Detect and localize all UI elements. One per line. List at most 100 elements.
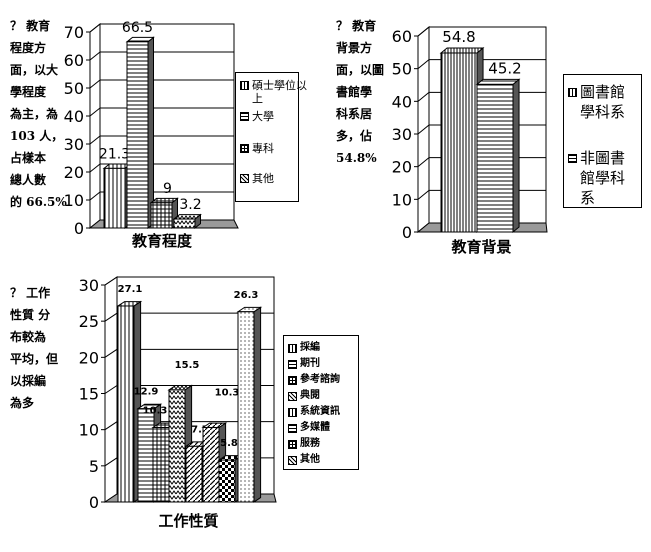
bar-front [237,311,255,503]
legend-item: 系統資訊 [288,406,382,418]
data-label: 27.1 [118,284,143,295]
x-axis-label: 教育背景 [450,238,511,256]
note-line: 的 66.5% [10,195,67,209]
note-education-level: ？ 教育 程度方 面，以大 學程度 為主，為 103 人， 占樣本 總人數 的 … [10,15,67,213]
bar-2: 45.2 [475,59,522,234]
bar-top [439,47,485,54]
legend-label: 參考諮詢 [300,374,340,385]
note-line: 占樣本 [10,151,47,165]
data-label: 9 [163,181,172,197]
gridline-side [104,385,118,394]
y-tick-label: 50 [392,60,412,79]
y-tick-label: 50 [64,79,84,98]
data-label: 12.9 [134,387,159,398]
note-education-background: ？ 教育 背景方 面，以圖 書館學 科系居 多，佔 54.8% [336,15,384,169]
data-label: 10.3 [143,405,168,416]
bar-front [152,426,170,503]
data-label: 7.7 [191,424,209,435]
note-line: 程度方 [10,41,47,55]
data-label: 66.5 [122,20,153,36]
note-line: 以採編 [10,374,47,388]
legend-label: 碩士學位以上 [252,79,307,105]
gridline-side [89,51,101,61]
gridline-side [89,79,101,89]
bar-front [440,52,478,233]
note-line: 性質 分 [10,308,51,322]
bar-front [168,389,186,503]
note-work-nature: ？ 工作 性質 分 布較為 平均，但 以採編 為多 [10,282,58,414]
legend-item: 圖書館學科系 [568,82,627,122]
gridline-side [104,421,118,431]
legend-swatch [288,423,297,433]
y-tick-label: 40 [64,107,84,126]
bar-front [150,202,173,229]
chart-1: 0 10 20 30 40 50 60 54.8 45.2 教育背景 [392,25,548,256]
legend-swatch [288,375,297,385]
data-label: 15.5 [175,360,200,371]
legend-item: 典閱 [288,390,382,402]
gridline-side [104,312,118,322]
note-line: 54.8% [336,151,377,165]
y-tick-label: 60 [392,27,412,46]
chart-0: 0 10 20 30 40 50 60 70 21.3 66.5 9 3.2 教育程度 [64,20,239,250]
plot-side-wall [89,22,101,230]
y-tick-label: 20 [79,348,99,367]
note-line: ？ 教育 [10,19,51,33]
bar-top [172,214,202,220]
legend-swatch [568,87,577,97]
gridline-side [417,189,430,200]
y-tick-label: 40 [392,92,412,111]
gridline-side [89,191,101,201]
data-label: 21.3 [99,146,130,162]
note-line: 總人數 [10,173,47,187]
bar-front [202,426,220,503]
note-line: 平均，但 [10,352,59,366]
y-tick-label: 10 [392,190,412,209]
y-tick-label: 30 [392,125,412,144]
legend-swatch [288,407,297,417]
legend-swatch [288,359,297,369]
note-line: 103 人， [10,129,64,143]
legend-item: 專科 [240,142,309,155]
y-tick-label: 20 [64,163,84,182]
note-line: 為主，為 [10,107,59,121]
y-tick-label: 30 [79,276,99,295]
legend-swatch [288,455,297,465]
bar-front [185,445,203,503]
note-line: 為多 [10,396,35,410]
legend-swatch [240,112,249,121]
bar-front [117,305,135,503]
note-line: 學程度 [10,85,47,99]
legend-item: 參考諮詢 [288,374,382,386]
legend-swatch [240,81,249,90]
y-tick-label: 0 [402,223,412,242]
y-tick-label: 25 [79,312,99,331]
data-label: 10.3 [215,387,240,398]
data-label: 3.2 [179,197,201,213]
legend-item: 碩士學位以上 [240,79,309,105]
x-axis-label: 工作性質 [158,512,218,530]
y-tick-label: 5 [89,457,99,476]
gridline-side [89,135,101,145]
y-tick-label: 20 [392,158,412,177]
y-tick-label: 60 [64,51,84,70]
legend-swatch [288,439,297,449]
legend-item: 大學 [240,110,309,123]
bar-1: 27.1 [116,284,143,503]
bar-side [147,36,154,230]
data-label: 5.8 [220,438,238,449]
legend-label: 採編 [300,342,320,353]
bar-front [476,83,514,233]
legend-item: 採編 [288,342,382,354]
legend-label: 圖書館學科系 [580,83,626,121]
note-line: 面，以大 [10,63,59,77]
bar-front [173,218,196,229]
note-line: ？ 教育 [336,19,377,33]
legend-item: 期刊 [288,358,382,370]
legend-label: 期刊 [300,358,320,369]
legend-education-background: 圖書館學科系 非圖書館學科系 [563,74,642,208]
bar-top [149,197,179,204]
y-tick-label: 10 [64,191,84,210]
legend-swatch [568,153,577,163]
legend-swatch [240,144,249,153]
